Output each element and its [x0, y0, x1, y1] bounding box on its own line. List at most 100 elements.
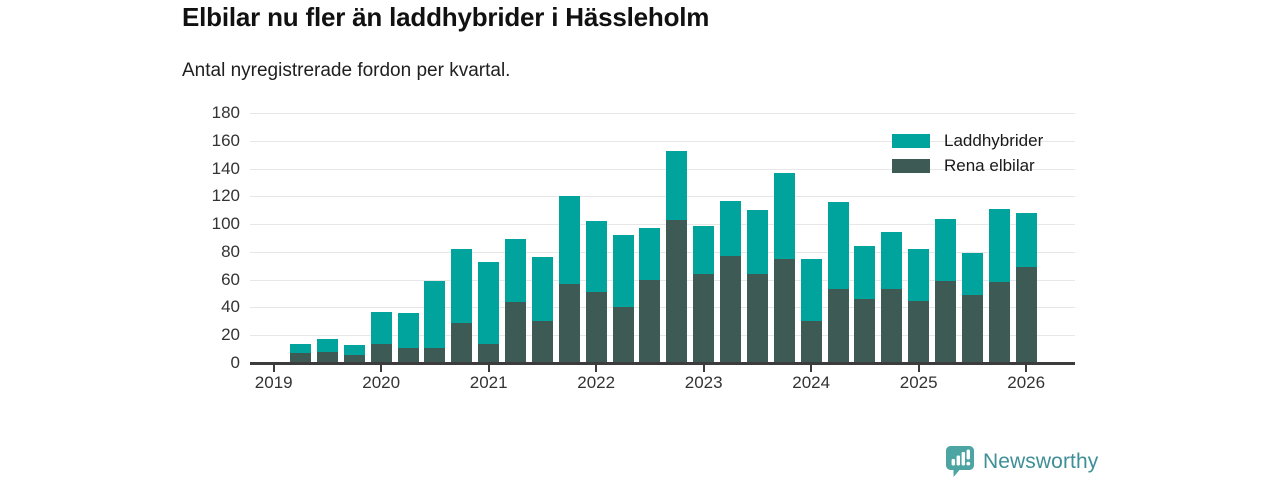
bar-2024-Q1: [800, 258, 822, 363]
bar-2022-Q4: [666, 150, 688, 363]
bar-segment-laddhybrider: [720, 200, 742, 257]
bar-segment-laddhybrider: [935, 218, 957, 282]
x-tick-label: 2026: [1007, 373, 1046, 392]
bar-2024-Q2: [827, 201, 849, 363]
bar-2022-Q3: [639, 228, 661, 363]
bar-segment-rena-elbilar: [1015, 267, 1037, 363]
newsworthy-logo: Newsworthy: [945, 445, 1098, 478]
bar-2020-Q1: [370, 311, 392, 363]
bar-segment-rena-elbilar: [424, 347, 446, 363]
bar-segment-laddhybrider: [290, 343, 312, 354]
bar-2020-Q4: [451, 249, 473, 363]
bar-segment-laddhybrider: [424, 281, 446, 348]
x-tick-label: 2023: [684, 373, 723, 392]
legend-label: Rena elbilar: [944, 156, 1035, 175]
bar-segment-rena-elbilar: [585, 292, 607, 363]
x-axis-tick: [595, 365, 598, 372]
plot-area: Laddhybrider Rena elbilar 2019 2020 2021 202…: [250, 113, 1075, 392]
bar-segment-laddhybrider: [881, 232, 903, 290]
y-tick-label: 20: [221, 325, 240, 345]
bar-segment-laddhybrider: [666, 150, 688, 220]
bar-segment-laddhybrider: [773, 172, 795, 259]
bar-segment-rena-elbilar: [720, 256, 742, 363]
bar-segment-rena-elbilar: [908, 300, 930, 363]
bar-2023-Q4: [773, 172, 795, 363]
bar-segment-rena-elbilar: [639, 279, 661, 363]
legend-swatch-laddhybrider: [892, 134, 930, 148]
bar-segment-laddhybrider: [961, 253, 983, 295]
x-axis-tick: [917, 365, 920, 372]
x-axis-tick: [380, 365, 383, 372]
legend-item: Laddhybrider: [892, 131, 1043, 151]
bar-2020-Q2: [397, 313, 419, 363]
bar-segment-laddhybrider: [612, 235, 634, 308]
gridline: [250, 251, 1075, 253]
gridline: [250, 140, 1075, 142]
bar-segment-laddhybrider: [746, 210, 768, 275]
bar-segment-rena-elbilar: [290, 353, 312, 363]
bar-segment-laddhybrider: [827, 201, 849, 290]
bar-segment-rena-elbilar: [316, 351, 338, 363]
bar-segment-laddhybrider: [451, 249, 473, 323]
bar-2021-Q1: [478, 261, 500, 363]
y-tick-label: 80: [221, 241, 240, 261]
bar-segment-rena-elbilar: [800, 321, 822, 363]
bar-2019-Q4: [343, 344, 365, 363]
bar-segment-rena-elbilar: [746, 274, 768, 363]
bar-segment-laddhybrider: [693, 225, 715, 275]
bar-2025-Q2: [935, 218, 957, 363]
bar-2026-Q1: [1015, 213, 1037, 363]
x-tick-label: 2019: [254, 373, 293, 392]
x-axis-tick: [810, 365, 813, 372]
y-tick-label: 0: [230, 353, 240, 372]
gridline: [250, 196, 1075, 198]
bar-2021-Q4: [558, 196, 580, 363]
bar-2024-Q3: [854, 246, 876, 363]
bar-chart-speech-bubble-icon: [946, 446, 974, 477]
bar-2022-Q2: [612, 235, 634, 363]
bar-2020-Q3: [424, 281, 446, 363]
legend-swatch-rena-elbilar: [892, 159, 930, 173]
bar-segment-rena-elbilar: [505, 301, 527, 363]
x-axis-tick: [487, 365, 490, 372]
bar-2025-Q4: [988, 208, 1010, 363]
gridline: [250, 113, 1075, 114]
bar-segment-laddhybrider: [908, 249, 930, 301]
bar-segment-rena-elbilar: [827, 289, 849, 363]
bar-segment-laddhybrider: [1015, 213, 1037, 268]
bar-2019-Q3: [316, 339, 338, 363]
bar-segment-rena-elbilar: [988, 282, 1010, 363]
bar-segment-laddhybrider: [505, 239, 527, 302]
bar-segment-laddhybrider: [531, 257, 553, 322]
bar-segment-laddhybrider: [639, 228, 661, 280]
bar-segment-laddhybrider: [558, 196, 580, 284]
x-tick-label: 2022: [577, 373, 616, 392]
gridline: [250, 335, 1075, 337]
bar-segment-rena-elbilar: [881, 289, 903, 363]
bar-segment-laddhybrider: [343, 344, 365, 355]
bar-segment-rena-elbilar: [558, 283, 580, 363]
x-axis-line: [250, 362, 1075, 365]
bar-segment-rena-elbilar: [397, 347, 419, 363]
bar-segment-laddhybrider: [370, 311, 392, 344]
y-tick-label: 160: [211, 130, 240, 150]
x-tick-label: 2021: [469, 373, 508, 392]
bar-segment-rena-elbilar: [666, 219, 688, 363]
bar-segment-rena-elbilar: [693, 274, 715, 363]
bar-segment-laddhybrider: [854, 246, 876, 300]
bar-segment-rena-elbilar: [478, 343, 500, 363]
gridline: [250, 307, 1075, 309]
bar-2019-Q2: [290, 343, 312, 363]
bar-segment-laddhybrider: [800, 258, 822, 322]
gridline: [250, 224, 1075, 226]
bar-segment-laddhybrider: [988, 208, 1010, 283]
y-tick-label: 60: [221, 269, 240, 289]
bar-segment-rena-elbilar: [773, 258, 795, 363]
bar-2024-Q4: [881, 232, 903, 363]
x-tick-label: 2020: [362, 373, 401, 392]
chart-title: Elbilar nu fler än laddhybrider i Hässle…: [182, 2, 710, 32]
bar-segment-laddhybrider: [397, 313, 419, 348]
bar-2023-Q1: [693, 225, 715, 363]
y-tick-label: 180: [211, 103, 240, 122]
bar-segment-rena-elbilar: [612, 307, 634, 363]
